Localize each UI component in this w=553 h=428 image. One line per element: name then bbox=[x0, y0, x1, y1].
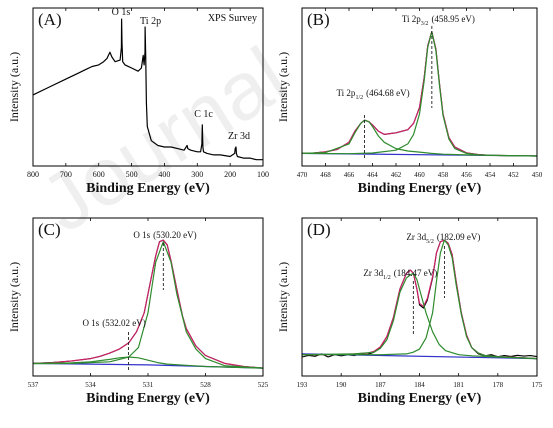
series-line-component-3 bbox=[301, 272, 538, 360]
x-tick-label: 466 bbox=[344, 171, 355, 179]
series-line-fit-2 bbox=[302, 239, 538, 360]
peak-annotation-name: Ti 2p bbox=[337, 88, 356, 98]
panel-letter: (C) bbox=[38, 220, 61, 239]
chart-title: XPS Survey bbox=[208, 13, 257, 24]
x-tick-label: 468 bbox=[320, 171, 331, 179]
peak-annotation-value: (530.20 eV) bbox=[153, 230, 197, 240]
panel-letter: (D) bbox=[307, 220, 331, 239]
peak-annotation-name: Zr 3d bbox=[363, 268, 383, 278]
panel-letter: (B) bbox=[307, 10, 330, 29]
x-tick-label: 500 bbox=[126, 170, 138, 179]
x-tick-label: 184 bbox=[414, 381, 425, 389]
x-tick-label: 450 bbox=[532, 171, 543, 179]
x-tick-label: 181 bbox=[453, 381, 464, 389]
peak-annotation-subscript: 1/2 bbox=[355, 95, 363, 101]
series-line-component-3 bbox=[32, 356, 264, 369]
peak-annotation-value: (458.95 eV) bbox=[431, 14, 475, 24]
series-line-component-4 bbox=[302, 239, 538, 360]
series-line-spectrum-0 bbox=[32, 18, 263, 161]
x-tick-label: 460 bbox=[414, 171, 425, 179]
x-axis-label: Binding Energy (eV) bbox=[358, 391, 482, 406]
peak-annotation-value: (532.02 eV) bbox=[102, 318, 146, 328]
x-tick-label: 531 bbox=[143, 381, 154, 389]
y-axis-label: Intensity (a.u.) bbox=[7, 262, 21, 332]
peak-annotation-name: Ti 2p bbox=[140, 16, 161, 27]
x-tick-label: 458 bbox=[438, 171, 449, 179]
peak-annotation-subscript: 3/2 bbox=[421, 21, 429, 27]
x-tick-label: 525 bbox=[258, 381, 269, 389]
x-tick-label: 190 bbox=[336, 381, 347, 389]
x-axis-label: Binding Energy (eV) bbox=[86, 391, 210, 406]
peak-annotation: Zr 3d1/2 (184.47 eV) bbox=[363, 268, 437, 281]
peak-annotation: Zr 3d bbox=[228, 131, 250, 142]
peak-annotation-subscript: 5/2 bbox=[426, 239, 434, 245]
peak-annotation-subscript: 1/2 bbox=[383, 275, 391, 281]
x-tick-label: 454 bbox=[485, 171, 496, 179]
series-line-component-3 bbox=[301, 119, 538, 157]
peak-annotation: O 1s bbox=[112, 7, 131, 18]
peak-annotation: C 1c bbox=[194, 109, 213, 120]
panel-a: 800 700 600 500 400 300 200 100 Binding Energy (… bbox=[7, 7, 269, 196]
x-tick-label: 400 bbox=[158, 170, 170, 179]
peak-annotation-name: Zr 3d bbox=[228, 131, 250, 142]
y-axis-label: Intensity (a.u.) bbox=[276, 52, 290, 122]
x-tick-label: 534 bbox=[85, 381, 96, 389]
x-tick-label: 800 bbox=[27, 170, 39, 179]
x-tick-label: 470 bbox=[297, 171, 308, 179]
series-line-raw-0 bbox=[301, 239, 538, 358]
panel-c: 537 534 531 528 525 Binding Energy (eV) Intens… bbox=[7, 217, 269, 406]
x-axis-label: Binding Energy (eV) bbox=[358, 181, 482, 196]
peak-annotation: Ti 2p3/2 (458.95 eV) bbox=[402, 14, 475, 27]
x-tick-label: 193 bbox=[297, 381, 308, 389]
peak-annotation-name: O 1s bbox=[82, 318, 99, 328]
peak-annotation-value: (182.09 eV) bbox=[437, 232, 481, 242]
x-tick-label: 452 bbox=[508, 171, 519, 179]
panel-b: 470 468 466 464 462 460 458 456 454 452 450 Binding… bbox=[276, 7, 543, 196]
peak-annotation: Ti 2p1/2 (464.68 eV) bbox=[337, 88, 410, 101]
peak-annotation: Ti 2p bbox=[140, 16, 161, 27]
panel-letter: (A) bbox=[38, 10, 62, 29]
series-line-fit-2 bbox=[32, 239, 264, 369]
peak-annotation-name: C 1c bbox=[194, 109, 213, 120]
x-axis-label: Binding Energy (eV) bbox=[86, 181, 210, 196]
peak-annotation-value: (464.68 eV) bbox=[366, 88, 410, 98]
watermark: Journal bbox=[26, 30, 302, 250]
peak-annotation: Zr 3d5/2 (182.09 eV) bbox=[406, 232, 480, 245]
x-tick-label: 464 bbox=[367, 171, 378, 179]
peak-annotation-value: (184.47 eV) bbox=[394, 268, 438, 278]
plot-frame bbox=[32, 7, 264, 167]
x-tick-label: 456 bbox=[461, 171, 472, 179]
x-tick-label: 100 bbox=[257, 170, 269, 179]
x-tick-label: 200 bbox=[224, 170, 236, 179]
panel-d: 193 190 187 184 181 178 175 Binding Energy (eV)… bbox=[276, 217, 543, 406]
x-tick-label: 462 bbox=[391, 171, 402, 179]
series-line-component-4 bbox=[32, 241, 264, 369]
y-axis-label: Intensity (a.u.) bbox=[276, 262, 290, 332]
peak-annotation-name: O 1s bbox=[112, 7, 131, 18]
series-line-component-4 bbox=[301, 31, 538, 157]
peak-annotation: O 1s (530.20 eV) bbox=[133, 230, 196, 240]
x-tick-label: 700 bbox=[60, 170, 72, 179]
x-tick-label: 537 bbox=[28, 381, 39, 389]
x-tick-label: 187 bbox=[375, 381, 386, 389]
series-line-fit-2 bbox=[301, 31, 538, 157]
panels: 800 700 600 500 400 300 200 100 Binding Energy (… bbox=[7, 7, 543, 406]
x-tick-label: 178 bbox=[493, 381, 504, 389]
x-tick-label: 600 bbox=[93, 170, 105, 179]
x-tick-label: 175 bbox=[532, 381, 543, 389]
series-line-raw-0 bbox=[32, 239, 264, 369]
peak-annotation-name: Zr 3d bbox=[406, 232, 426, 242]
x-tick-label: 300 bbox=[191, 170, 203, 179]
peak-annotation-name: O 1s bbox=[133, 230, 150, 240]
y-axis-label: Intensity (a.u.) bbox=[7, 52, 21, 122]
peak-annotation: O 1s (532.02 eV) bbox=[82, 318, 145, 328]
x-tick-label: 528 bbox=[200, 381, 211, 389]
plot-frame bbox=[301, 7, 538, 167]
peak-annotation-name: Ti 2p bbox=[402, 14, 421, 24]
